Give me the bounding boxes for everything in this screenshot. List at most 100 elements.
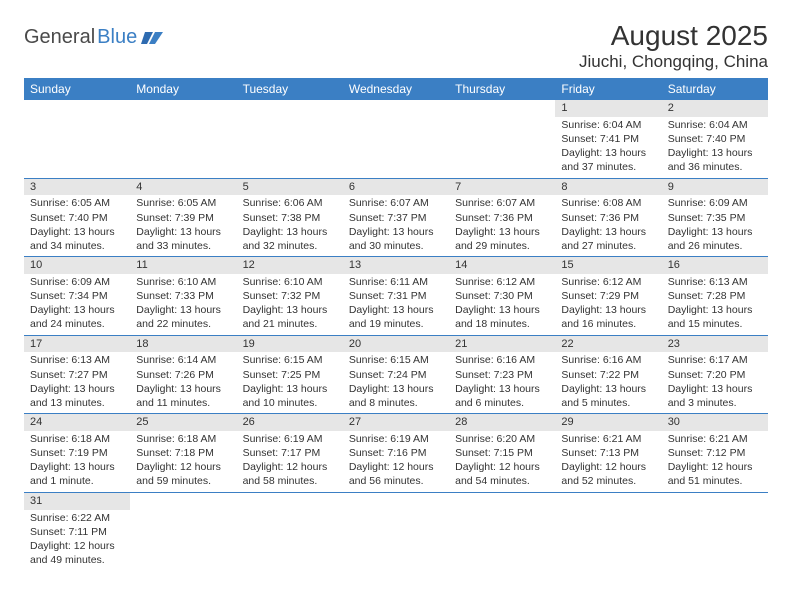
calendar-cell — [237, 100, 343, 178]
daylight-text: Daylight: 13 hours and 1 minute. — [30, 460, 124, 488]
day-number: 2 — [662, 100, 768, 117]
sunset-text: Sunset: 7:36 PM — [561, 211, 655, 225]
calendar-cell: 17Sunrise: 6:13 AMSunset: 7:27 PMDayligh… — [24, 335, 130, 414]
day-number: 10 — [24, 257, 130, 274]
day-content: Sunrise: 6:12 AMSunset: 7:29 PMDaylight:… — [555, 274, 661, 335]
day-header: Saturday — [662, 78, 768, 100]
sunrise-text: Sunrise: 6:21 AM — [561, 432, 655, 446]
sunset-text: Sunset: 7:30 PM — [455, 289, 549, 303]
day-number: 23 — [662, 336, 768, 353]
daylight-text: Daylight: 13 hours and 22 minutes. — [136, 303, 230, 331]
daylight-text: Daylight: 13 hours and 8 minutes. — [349, 382, 443, 410]
day-number: 30 — [662, 414, 768, 431]
day-content: Sunrise: 6:14 AMSunset: 7:26 PMDaylight:… — [130, 352, 236, 413]
sunset-text: Sunset: 7:29 PM — [561, 289, 655, 303]
calendar-row: 24Sunrise: 6:18 AMSunset: 7:19 PMDayligh… — [24, 414, 768, 493]
day-header: Monday — [130, 78, 236, 100]
daylight-text: Daylight: 12 hours and 56 minutes. — [349, 460, 443, 488]
calendar-cell: 7Sunrise: 6:07 AMSunset: 7:36 PMDaylight… — [449, 178, 555, 257]
sunset-text: Sunset: 7:25 PM — [243, 368, 337, 382]
calendar-cell: 13Sunrise: 6:11 AMSunset: 7:31 PMDayligh… — [343, 257, 449, 336]
day-number: 25 — [130, 414, 236, 431]
sunset-text: Sunset: 7:31 PM — [349, 289, 443, 303]
sunset-text: Sunset: 7:19 PM — [30, 446, 124, 460]
sunset-text: Sunset: 7:22 PM — [561, 368, 655, 382]
sunrise-text: Sunrise: 6:06 AM — [243, 196, 337, 210]
day-content: Sunrise: 6:19 AMSunset: 7:17 PMDaylight:… — [237, 431, 343, 492]
day-content: Sunrise: 6:20 AMSunset: 7:15 PMDaylight:… — [449, 431, 555, 492]
calendar-row: 10Sunrise: 6:09 AMSunset: 7:34 PMDayligh… — [24, 257, 768, 336]
day-number: 22 — [555, 336, 661, 353]
calendar-cell: 21Sunrise: 6:16 AMSunset: 7:23 PMDayligh… — [449, 335, 555, 414]
day-number: 19 — [237, 336, 343, 353]
day-content: Sunrise: 6:18 AMSunset: 7:19 PMDaylight:… — [24, 431, 130, 492]
day-content: Sunrise: 6:17 AMSunset: 7:20 PMDaylight:… — [662, 352, 768, 413]
day-number: 13 — [343, 257, 449, 274]
calendar-cell: 15Sunrise: 6:12 AMSunset: 7:29 PMDayligh… — [555, 257, 661, 336]
sunset-text: Sunset: 7:41 PM — [561, 132, 655, 146]
sunrise-text: Sunrise: 6:16 AM — [561, 353, 655, 367]
daylight-text: Daylight: 13 hours and 37 minutes. — [561, 146, 655, 174]
sunrise-text: Sunrise: 6:20 AM — [455, 432, 549, 446]
calendar-cell: 11Sunrise: 6:10 AMSunset: 7:33 PMDayligh… — [130, 257, 236, 336]
daylight-text: Daylight: 13 hours and 24 minutes. — [30, 303, 124, 331]
sunset-text: Sunset: 7:28 PM — [668, 289, 762, 303]
sunrise-text: Sunrise: 6:04 AM — [668, 118, 762, 132]
daylight-text: Daylight: 13 hours and 5 minutes. — [561, 382, 655, 410]
day-number: 17 — [24, 336, 130, 353]
sunrise-text: Sunrise: 6:11 AM — [349, 275, 443, 289]
sunrise-text: Sunrise: 6:12 AM — [455, 275, 549, 289]
calendar-cell: 28Sunrise: 6:20 AMSunset: 7:15 PMDayligh… — [449, 414, 555, 493]
sunrise-text: Sunrise: 6:10 AM — [243, 275, 337, 289]
calendar-row: 1Sunrise: 6:04 AMSunset: 7:41 PMDaylight… — [24, 100, 768, 178]
day-number: 28 — [449, 414, 555, 431]
daylight-text: Daylight: 13 hours and 26 minutes. — [668, 225, 762, 253]
daylight-text: Daylight: 13 hours and 30 minutes. — [349, 225, 443, 253]
calendar-cell — [343, 100, 449, 178]
day-content: Sunrise: 6:15 AMSunset: 7:24 PMDaylight:… — [343, 352, 449, 413]
sunrise-text: Sunrise: 6:05 AM — [30, 196, 124, 210]
sunset-text: Sunset: 7:18 PM — [136, 446, 230, 460]
calendar-cell: 1Sunrise: 6:04 AMSunset: 7:41 PMDaylight… — [555, 100, 661, 178]
sunset-text: Sunset: 7:40 PM — [668, 132, 762, 146]
calendar-cell — [24, 100, 130, 178]
calendar-row: 31Sunrise: 6:22 AMSunset: 7:11 PMDayligh… — [24, 492, 768, 570]
sunrise-text: Sunrise: 6:15 AM — [243, 353, 337, 367]
calendar-cell — [449, 100, 555, 178]
sunrise-text: Sunrise: 6:22 AM — [30, 511, 124, 525]
daylight-text: Daylight: 13 hours and 27 minutes. — [561, 225, 655, 253]
sunrise-text: Sunrise: 6:09 AM — [668, 196, 762, 210]
day-content: Sunrise: 6:10 AMSunset: 7:33 PMDaylight:… — [130, 274, 236, 335]
day-content: Sunrise: 6:05 AMSunset: 7:40 PMDaylight:… — [24, 195, 130, 256]
day-number: 20 — [343, 336, 449, 353]
calendar-cell — [662, 492, 768, 570]
sunset-text: Sunset: 7:12 PM — [668, 446, 762, 460]
calendar-cell: 25Sunrise: 6:18 AMSunset: 7:18 PMDayligh… — [130, 414, 236, 493]
daylight-text: Daylight: 12 hours and 52 minutes. — [561, 460, 655, 488]
calendar-cell — [130, 100, 236, 178]
day-number: 11 — [130, 257, 236, 274]
calendar-cell: 26Sunrise: 6:19 AMSunset: 7:17 PMDayligh… — [237, 414, 343, 493]
sunset-text: Sunset: 7:13 PM — [561, 446, 655, 460]
day-content: Sunrise: 6:07 AMSunset: 7:36 PMDaylight:… — [449, 195, 555, 256]
daylight-text: Daylight: 13 hours and 29 minutes. — [455, 225, 549, 253]
daylight-text: Daylight: 13 hours and 11 minutes. — [136, 382, 230, 410]
sunset-text: Sunset: 7:27 PM — [30, 368, 124, 382]
sunrise-text: Sunrise: 6:09 AM — [30, 275, 124, 289]
day-header: Tuesday — [237, 78, 343, 100]
day-content: Sunrise: 6:21 AMSunset: 7:12 PMDaylight:… — [662, 431, 768, 492]
sunrise-text: Sunrise: 6:21 AM — [668, 432, 762, 446]
sunset-text: Sunset: 7:17 PM — [243, 446, 337, 460]
logo: GeneralBlue — [24, 26, 163, 49]
day-content: Sunrise: 6:10 AMSunset: 7:32 PMDaylight:… — [237, 274, 343, 335]
sunset-text: Sunset: 7:15 PM — [455, 446, 549, 460]
day-number: 9 — [662, 179, 768, 196]
daylight-text: Daylight: 13 hours and 32 minutes. — [243, 225, 337, 253]
sunrise-text: Sunrise: 6:16 AM — [455, 353, 549, 367]
day-content: Sunrise: 6:13 AMSunset: 7:28 PMDaylight:… — [662, 274, 768, 335]
calendar-cell — [343, 492, 449, 570]
day-content: Sunrise: 6:15 AMSunset: 7:25 PMDaylight:… — [237, 352, 343, 413]
day-header: Sunday — [24, 78, 130, 100]
sunrise-text: Sunrise: 6:05 AM — [136, 196, 230, 210]
sunset-text: Sunset: 7:36 PM — [455, 211, 549, 225]
